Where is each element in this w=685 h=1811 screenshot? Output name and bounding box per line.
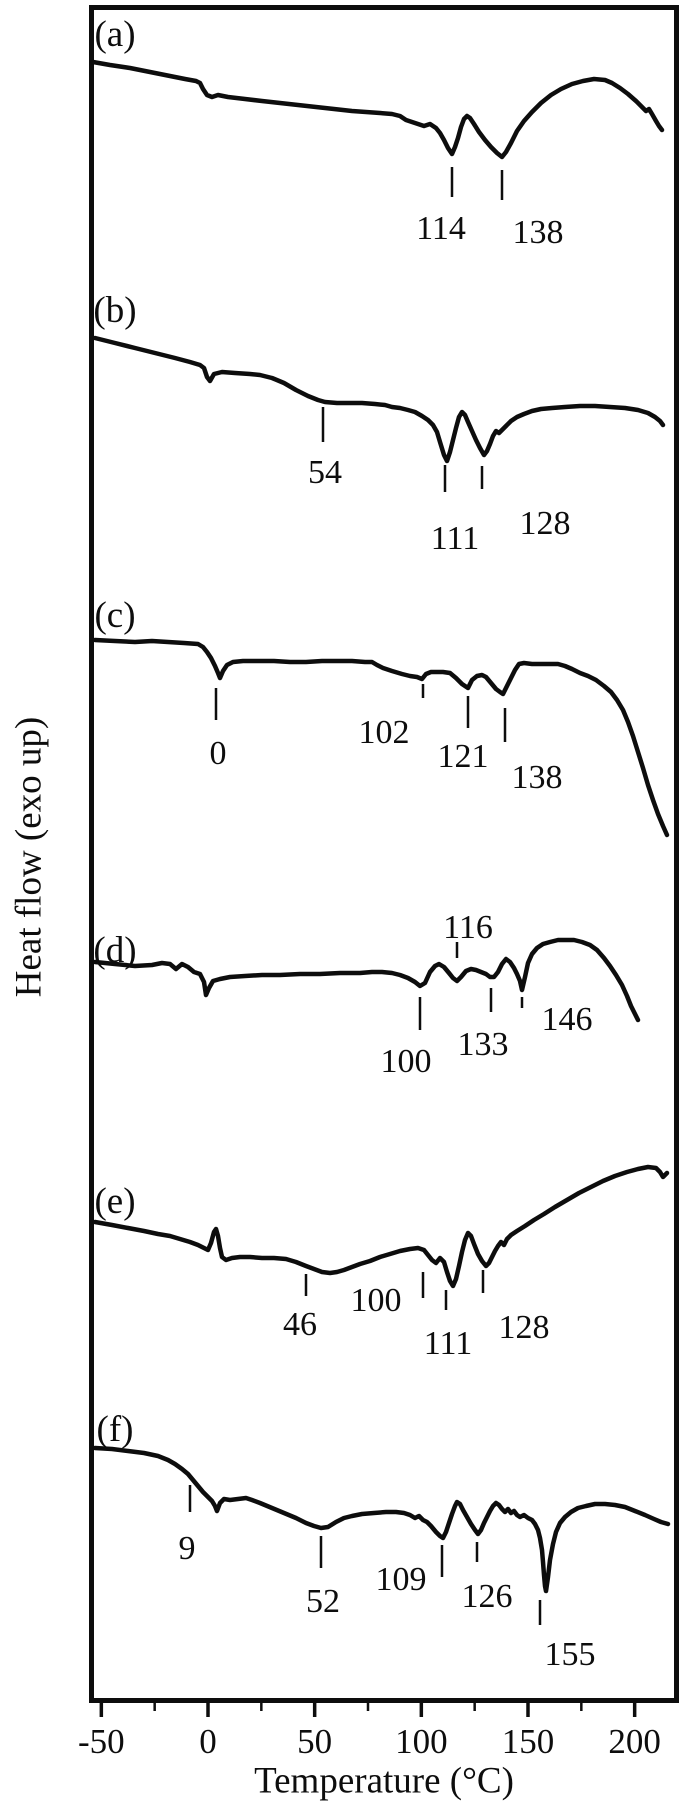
peak-label-b-54: 54 bbox=[308, 454, 342, 491]
peak-label-c-102: 102 bbox=[359, 714, 410, 751]
peak-label-b-128: 128 bbox=[520, 505, 571, 542]
peak-label-a-114: 114 bbox=[416, 210, 466, 247]
peak-label-f-155: 155 bbox=[545, 1636, 596, 1673]
panel-label-f: (f) bbox=[97, 1409, 134, 1450]
peak-label-d-133: 133 bbox=[458, 1026, 509, 1063]
panel-label-e: (e) bbox=[94, 1181, 135, 1222]
peak-label-f-52: 52 bbox=[306, 1583, 340, 1620]
panel-label-d: (d) bbox=[93, 930, 136, 971]
peak-label-e-100: 100 bbox=[351, 1282, 402, 1319]
peak-label-a-138: 138 bbox=[513, 214, 564, 251]
x-axis-tick-label: 0 bbox=[199, 1722, 217, 1761]
peak-label-e-128: 128 bbox=[499, 1309, 550, 1346]
peak-label-f-109: 109 bbox=[376, 1561, 427, 1598]
panel-label-b: (b) bbox=[93, 290, 136, 331]
panel-label-c: (c) bbox=[94, 595, 135, 636]
x-axis-tick-label: 150 bbox=[502, 1722, 555, 1761]
dsc-curve-e bbox=[92, 1164, 670, 1289]
x-axis-title: Temperature (°C) bbox=[254, 1760, 514, 1802]
panel-label-a: (a) bbox=[94, 14, 135, 55]
peak-label-c-138: 138 bbox=[512, 759, 563, 796]
x-axis-tick-label: 50 bbox=[297, 1722, 332, 1761]
dsc-curve-c bbox=[92, 637, 670, 838]
peak-label-f-9: 9 bbox=[179, 1530, 196, 1567]
peak-label-c-121: 121 bbox=[438, 738, 489, 775]
dsc-curve-a bbox=[90, 59, 665, 160]
peak-label-e-111: 111 bbox=[424, 1325, 472, 1362]
peak-label-c-0: 0 bbox=[210, 735, 227, 772]
peak-label-b-111: 111 bbox=[431, 520, 479, 557]
x-axis-tick-label: 100 bbox=[395, 1722, 448, 1761]
dsc-curve-d bbox=[92, 937, 641, 1023]
peak-label-d-100: 100 bbox=[381, 1043, 432, 1080]
peak-label-d-116: 116 bbox=[443, 909, 493, 946]
dsc-curve-f bbox=[92, 1445, 671, 1594]
peak-label-f-126: 126 bbox=[462, 1578, 513, 1615]
peak-label-d-146: 146 bbox=[542, 1001, 593, 1038]
peak-label-e-46: 46 bbox=[283, 1306, 317, 1343]
y-axis-title: Heat flow (exo up) bbox=[8, 716, 50, 998]
x-axis-tick-label: -50 bbox=[78, 1722, 125, 1761]
plot-frame bbox=[89, 5, 679, 1703]
dsc-curve-b bbox=[92, 335, 666, 464]
x-axis-tick-label: 200 bbox=[608, 1722, 661, 1761]
